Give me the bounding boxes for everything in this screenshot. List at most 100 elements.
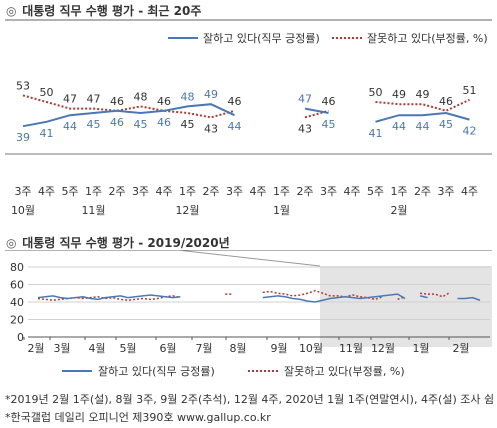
negative-series-line [22,94,235,119]
week-tick-label: 2주 [296,185,313,198]
week-tick-label: 1주 [85,185,102,198]
month-tick-label: 10월 [299,342,323,355]
recent-20-weeks-chart: 잘하고 있다(직무 긍정률) 잘못하고 있다(부정률, %) 53 39 50 41 4… [5,19,492,217]
negative-data-label: 49 [392,88,406,101]
week-tick-label: 3주 [226,185,243,198]
main-chart-title: ◎ 대통령 직무 수행 평가 - 최근 20주 [6,2,201,19]
positive-data-label: 48 [181,90,195,103]
positive-data-label: 42 [463,125,477,138]
y-tick-label: 60 [10,279,24,292]
positive-series-line [304,107,329,114]
week-tick-label: 5주 [61,185,78,198]
negative-series-line [419,291,451,298]
positive-data-label: 47 [298,93,312,106]
positive-data-label: 46 [157,116,171,129]
positive-data-label: 41 [40,127,54,140]
positive-data-label: 45 [134,118,148,131]
positive-data-label: 46 [110,116,124,129]
negative-data-label: 46 [110,95,124,108]
negative-data-label: 46 [157,95,171,108]
negative-series-line [262,289,383,301]
positive-series-line [262,293,406,303]
month-tick-label: 4월 [88,342,105,355]
week-tick-label: 4주 [38,185,55,198]
week-tick-label: 3주 [14,185,31,198]
month-tick-label: 3월 [53,342,70,355]
footnote-source: *한국갤럽 데일리 오피니언 제390호 www.gallup.co.kr [5,411,271,424]
month-tick-label: 10월 [11,204,35,217]
bottom-legend-positive-label: 잘하고 있다(직무 긍정률) [98,364,215,378]
positive-data-label: 45 [322,118,336,131]
week-tick-label: 4주 [155,185,172,198]
month-tick-label: 5월 [119,342,136,355]
negative-data-label: 47 [87,93,101,106]
month-tick-label: 9월 [270,342,287,355]
negative-data-label: 50 [369,86,383,99]
week-tick-label: 3주 [132,185,149,198]
week-tick-label: 1주 [179,185,196,198]
bottom-legend-negative-label: 잘못하고 있다(부정률, %) [284,364,405,378]
week-tick-label: 1주 [273,185,290,198]
month-tick-label: 2월 [390,204,407,217]
positive-data-label: 44 [228,120,242,133]
month-tick-label: 2월 [27,342,44,355]
y-tick-label: 20 [10,314,24,327]
positive-data-label: 39 [16,131,30,144]
week-tick-label: 1주 [390,185,407,198]
week-tick-label: 2주 [108,185,125,198]
recent-period-highlight [320,266,492,347]
positive-data-label: 45 [439,118,453,131]
negative-data-label: 46 [322,95,336,108]
circle-bullet-icon: ◎ [6,236,17,250]
sub-chart-title: ◎ 대통령 직무 수행 평가 - 2019/2020년 [6,234,230,251]
positive-data-label: 45 [87,118,101,131]
positive-series-line [419,295,428,299]
negative-data-label: 46 [228,95,242,108]
negative-data-label: 47 [63,93,77,106]
month-tick-label: 2월 [452,342,469,355]
positive-data-label: 44 [416,120,430,133]
negative-data-label: 49 [416,88,430,101]
month-tick-label: 11월 [81,204,105,217]
positive-data-label: 49 [204,88,218,101]
month-tick-label: 6월 [159,342,176,355]
negative-data-label: 43 [298,122,312,135]
week-tick-label: 4주 [461,185,478,198]
sub-chart-title-text: 대통령 직무 수행 평가 - 2019/2020년 [22,236,230,250]
y-tick-label: 80 [10,261,24,274]
main-chart-title-text: 대통령 직무 수행 평가 - 최근 20주 [22,4,202,18]
positive-series-line [22,103,235,128]
week-tick-label: 3주 [320,185,337,198]
negative-data-label: 46 [439,95,453,108]
month-tick-label: 1월 [273,204,290,217]
week-tick-label: 4주 [249,185,266,198]
month-tick-label: 12월 [175,204,199,217]
legend-negative-label: 잘못하고 있다(부정률, %) [367,31,488,45]
bottom-legend: 잘하고 있다(직무 긍정률) 잘못하고 있다(부정률, %) [62,364,405,378]
circle-bullet-icon: ◎ [6,4,17,18]
negative-data-label: 51 [463,84,477,97]
footnote-schedule: *2019년 2월 1주(설), 8월 3주, 9월 2주(추석), 12월 4… [5,393,495,406]
negative-series-line [397,296,406,301]
week-tick-label: 2주 [414,185,431,198]
positive-series-line [37,294,181,301]
negative-data-label: 45 [181,118,195,131]
legend-positive-label: 잘하고 있다(직무 긍정률) [203,31,320,45]
month-tick-label: 1월 [412,342,429,355]
negative-data-label: 48 [134,90,148,103]
positive-data-label: 44 [63,120,77,133]
positive-data-label: 44 [392,120,406,133]
negative-series-line [375,98,470,112]
positive-series-line [375,111,470,123]
positive-data-label: 41 [369,127,383,140]
yearly-chart: 0 20 40 60 80 2월 3월 4월 5월 6월 7월 8월 9월 10월 11월 12월 1월 2월 잘… [5,250,492,378]
zoom-connector-line [176,250,321,267]
week-tick-label: 2주 [202,185,219,198]
positive-series-line [457,296,481,301]
legend: 잘하고 있다(직무 긍정률) 잘못하고 있다(부정률, %) [168,31,488,45]
negative-data-label: 53 [16,79,30,92]
y-tick-label: 40 [10,296,24,309]
month-tick-label: 7월 [195,342,212,355]
negative-data-label: 43 [204,122,218,135]
week-tick-label: 3주 [437,185,454,198]
